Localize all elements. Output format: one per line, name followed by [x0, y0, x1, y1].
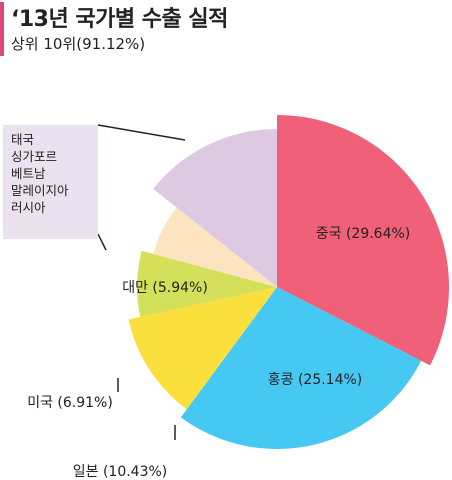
slice-label-taiwan: 대만 (5.94%) [122, 280, 208, 296]
slice-label-china: 중국 (29.64%) [316, 226, 411, 242]
grouped-label-malaysia: 말레이지아 [11, 183, 69, 198]
grouped-label-vietnam: 베트남 [11, 166, 46, 181]
pie-slice-hongkong [180, 287, 422, 449]
pie-slice-others [153, 129, 277, 287]
slice-label-hongkong: 홍콩 (25.14%) [268, 372, 363, 388]
chart-title: ‘13년 국가별 수출 실적 [11, 7, 228, 32]
title-accent-bar [0, 2, 4, 56]
pie-slice-taiwan [153, 207, 277, 287]
chart-subtitle: 상위 10위(91.12%) [11, 35, 146, 53]
pie-slice-china [277, 115, 449, 366]
slice-label-japan: 일본 (10.43%) [73, 464, 168, 480]
slice-label-usa: 미국 (6.91%) [27, 395, 113, 411]
grouped-label-russia: 러시아 [11, 200, 46, 215]
pie-slice-japan [128, 287, 277, 410]
leader-line-others-lower [97, 233, 107, 251]
pie-slice-usa [137, 250, 277, 317]
leader-line-others [97, 124, 186, 141]
grouped-label-singapore: 싱가포르 [11, 149, 58, 164]
grouped-label-thailand: 태국 [11, 132, 35, 147]
grouped-countries-box: 태국 싱가포르 베트남 말레이지아 러시아 [3, 125, 98, 239]
